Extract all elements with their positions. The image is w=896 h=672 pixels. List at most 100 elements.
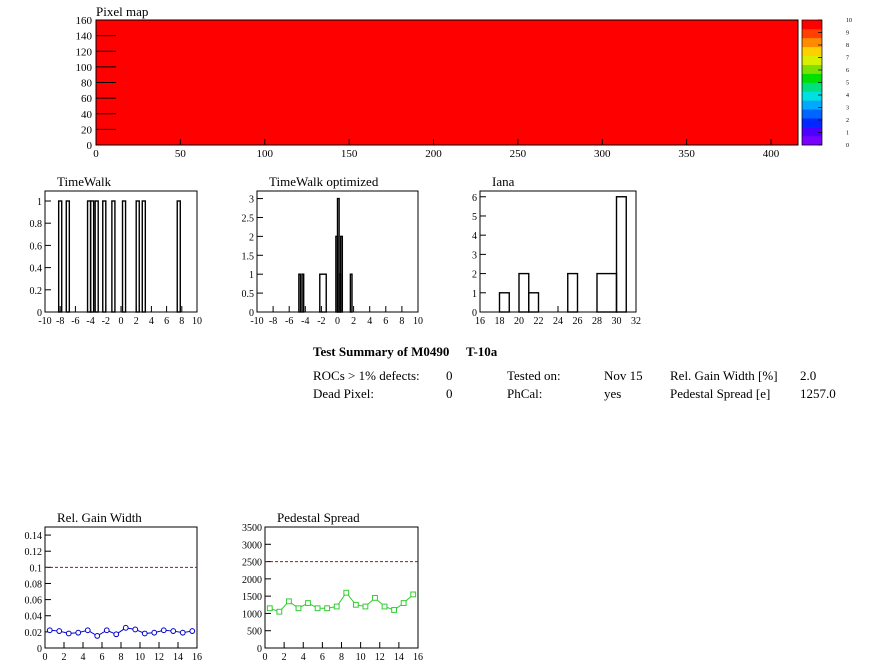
x-tick-label-line0-2: 4 [81, 652, 86, 663]
pixel-map-cells [95, 19, 799, 146]
data-point-1-2 [286, 598, 292, 605]
y-tick-label-hist0-1: 0.2 [30, 286, 43, 297]
palette-tick-label-10: 10 [846, 18, 852, 24]
x-tick-label-line1-6: 12 [375, 652, 385, 663]
data-point-0-0 [46, 627, 53, 634]
data-point-0-14 [179, 629, 186, 636]
hist-bar-1-4 [336, 197, 340, 313]
data-point-1-15 [410, 591, 417, 598]
chart-title-hist1: TimeWalk optimized [269, 174, 379, 189]
data-point-0-12 [160, 627, 167, 634]
pixel-map-x-tick-label-7: 350 [678, 148, 695, 160]
palette-tick-label-7: 7 [846, 56, 849, 62]
summary-gainwidth-label: Rel. Gain Width [%] [670, 368, 778, 383]
x-tick-label-hist0-9: 8 [179, 316, 184, 327]
x-tick-label-line0-3: 6 [100, 652, 105, 663]
y-tick-label-line1-4: 2000 [242, 575, 262, 586]
y-tick-label-hist1-0: 0 [249, 308, 254, 319]
x-tick-label-line0-7: 14 [173, 652, 183, 663]
x-tick-label-line0-5: 10 [135, 652, 145, 663]
hist-bar-0-5 [102, 200, 107, 313]
pixel-map-x-tick-label-0: 0 [93, 148, 99, 160]
x-tick-label-hist2-3: 22 [534, 316, 544, 327]
y-tick-label-line1-0: 0 [257, 644, 262, 655]
palette-tick-label-0: 0 [846, 143, 849, 149]
x-tick-label-hist1-2: -6 [285, 316, 293, 327]
data-point-1-4 [305, 600, 311, 606]
y-tick-label-line0-6: 0.12 [25, 547, 43, 558]
data-point-1-3 [295, 605, 302, 612]
data-point-0-8 [122, 624, 129, 631]
data-point-1-0 [266, 605, 273, 612]
y-tick-label-line0-5: 0.1 [30, 563, 43, 574]
palette-swatch-13 [802, 20, 822, 30]
y-tick-label-line1-3: 1500 [242, 592, 262, 603]
pixel-map-y-tick-label-4: 80 [81, 78, 93, 90]
plot-frame-hist2 [479, 190, 637, 313]
x-tick-label-hist0-6: 2 [134, 316, 139, 327]
y-tick-label-line0-7: 0.14 [25, 531, 43, 542]
hist-bar-0-10 [176, 200, 181, 313]
data-point-1-1 [276, 608, 283, 615]
summary-test-name: T-10a [466, 344, 498, 359]
palette-swatch-7 [802, 73, 822, 83]
chart-title-hist2: Iana [492, 174, 515, 189]
data-point-0-7 [113, 631, 120, 638]
palette-tick-label-1: 1 [846, 131, 849, 137]
hist-bar-1-1 [301, 273, 305, 313]
x-tick-label-hist2-7: 30 [612, 316, 622, 327]
x-tick-label-hist0-4: -2 [102, 316, 110, 327]
pixel-map-y-tick-label-6: 120 [76, 46, 93, 58]
data-point-1-14 [400, 600, 407, 606]
data-point-0-3 [75, 629, 82, 636]
pixel-map-x-tick-label-8: 400 [763, 148, 780, 160]
y-tick-label-hist1-6: 3 [249, 195, 254, 206]
y-tick-label-line0-1: 0.02 [25, 628, 43, 639]
data-point-1-5 [314, 605, 321, 612]
data-point-0-9 [132, 626, 139, 633]
x-tick-label-line1-8: 16 [413, 652, 423, 663]
y-tick-label-hist2-5: 5 [472, 212, 477, 223]
hist-bar-0-4 [94, 200, 99, 313]
x-tick-label-hist1-10: 10 [413, 316, 423, 327]
data-point-0-1 [56, 628, 63, 634]
hist-bar-0-3 [89, 200, 95, 313]
chart-title-hist0: TimeWalk [57, 174, 112, 189]
y-tick-label-line0-2: 0.04 [25, 612, 43, 623]
palette-swatch-0 [802, 136, 822, 146]
data-point-0-4 [84, 627, 91, 634]
data-point-0-10 [141, 630, 148, 637]
hist-bar-2-5 [615, 196, 627, 313]
data-point-0-11 [151, 629, 158, 636]
pixel-map-y-tick-label-0: 0 [87, 140, 93, 152]
y-tick-label-hist0-5: 1 [37, 197, 42, 208]
palette-swatch-2 [802, 118, 822, 128]
summary-tested-value: Nov 15 [604, 368, 643, 383]
data-point-0-5 [94, 633, 101, 639]
data-point-1-13 [391, 607, 397, 613]
pixel-map-x-tick-label-3: 150 [341, 148, 358, 160]
palette-tick-label-3: 3 [846, 106, 849, 112]
summary-rocs-value: 0 [446, 368, 453, 383]
x-tick-label-hist1-9: 8 [399, 316, 404, 327]
y-tick-label-line1-6: 3000 [242, 540, 262, 551]
palette-tick-label-6: 6 [846, 68, 849, 74]
x-tick-label-line0-0: 0 [43, 652, 48, 663]
x-tick-label-line1-2: 4 [301, 652, 306, 663]
data-point-1-11 [372, 594, 378, 601]
pixel-map-y-tick-label-3: 60 [81, 93, 93, 105]
hist-bar-0-8 [135, 200, 140, 313]
y-tick-label-line1-1: 500 [247, 627, 262, 638]
data-point-0-6 [103, 627, 110, 634]
summary-tested-label: Tested on: [507, 368, 561, 383]
x-tick-label-hist2-6: 28 [592, 316, 602, 327]
x-tick-label-line1-5: 10 [356, 652, 366, 663]
y-tick-label-hist1-5: 2.5 [242, 213, 255, 224]
pixel-map-y-tick-label-1: 20 [81, 124, 93, 136]
series-line-0 [49, 627, 193, 637]
chart-title-pixel-map: Pixel map [96, 4, 148, 19]
x-tick-label-hist0-1: -8 [56, 316, 64, 327]
summary-title: Test Summary of M0490 [313, 344, 450, 359]
x-tick-label-hist1-0: -10 [250, 316, 263, 327]
